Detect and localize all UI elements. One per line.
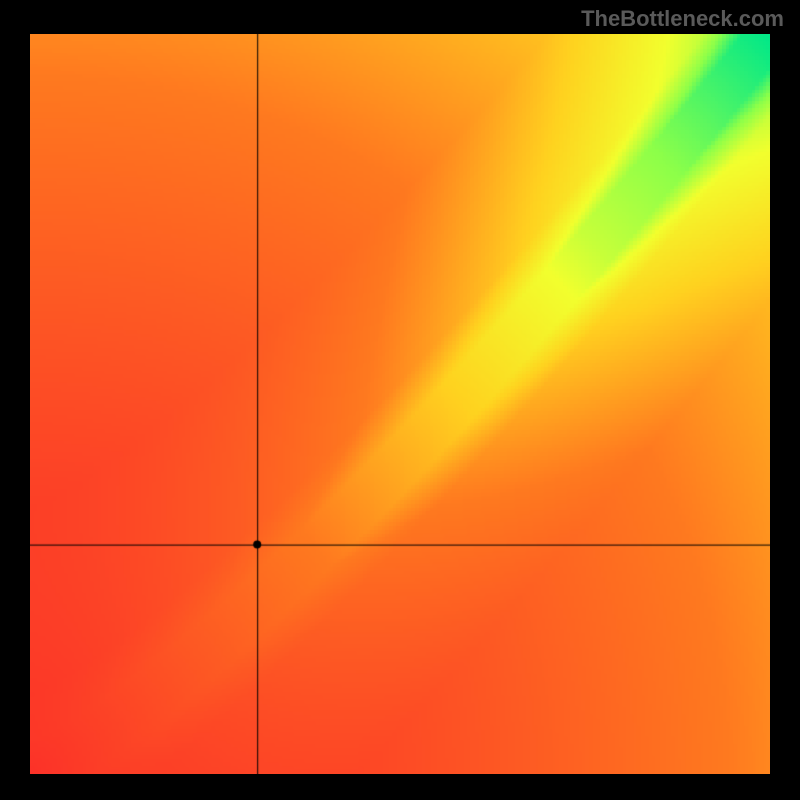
watermark-text: TheBottleneck.com — [581, 6, 784, 32]
heatmap-canvas — [30, 34, 770, 774]
chart-container: TheBottleneck.com — [0, 0, 800, 800]
heatmap-plot — [30, 34, 770, 774]
